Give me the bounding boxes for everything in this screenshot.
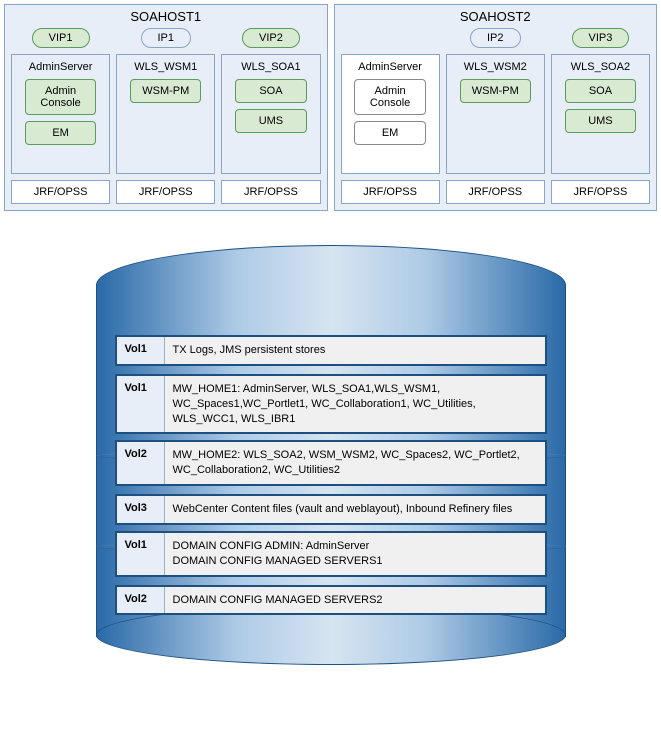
volume-content: TX Logs, JMS persistent stores [165,337,545,364]
jrf-opss-box: JRF/OPSS [116,180,215,204]
jrf-opss-box: JRF/OPSS [11,180,110,204]
server-box: WLS_SOA2 SOA UMS [551,54,650,174]
vip-pill: VIP2 [242,28,300,48]
vip-pill: VIP1 [32,28,90,48]
volume-content: MW_HOME2: WLS_SOA2, WSM_WSM2, WC_Spaces2… [165,442,545,484]
volume-content: DOMAIN CONFIG MANAGED SERVERS2 [165,587,545,614]
host-box: SOAHOST1 VIP1 AdminServer Admin Console EM JR… [4,4,328,211]
volume-label: Vol3 [117,496,165,523]
server-name: WLS_WSM2 [464,61,527,73]
jrf-opss-box: JRF/OPSS [551,180,650,204]
volume-label: Vol1 [117,337,165,364]
server-column: AdminServer Admin Console EM JRF/OPSS [341,28,440,204]
component-box: EM [354,121,425,145]
server-column: VIP3 WLS_SOA2 SOA UMS JRF/OPSS [551,28,650,204]
volume-label: Vol2 [117,587,165,614]
component-box: EM [25,121,96,145]
storage-cylinder: Vol1TX Logs, JMS persistent storesVol1MW… [96,245,566,665]
server-column: IP1 WLS_WSM1 WSM-PM JRF/OPSS [116,28,215,204]
server-name: AdminServer [29,61,93,73]
volume-label: Vol1 [117,533,165,575]
jrf-opss-box: JRF/OPSS [446,180,545,204]
server-name: WLS_SOA2 [571,61,630,73]
component-box: Admin Console [25,79,96,115]
server-box: AdminServer Admin Console EM [11,54,110,174]
server-box: WLS_WSM2 WSM-PM [446,54,545,174]
component-box: WSM-PM [130,79,201,103]
volume-row: Vol1TX Logs, JMS persistent stores [115,335,547,366]
host-title: SOAHOST1 [11,9,321,24]
server-column: IP2 WLS_WSM2 WSM-PM JRF/OPSS [446,28,545,204]
volume-content: DOMAIN CONFIG ADMIN: AdminServer DOMAIN … [165,533,545,575]
volume-label: Vol2 [117,442,165,484]
component-box: SOA [565,79,636,103]
volume-row: Vol3WebCenter Content files (vault and w… [115,494,547,525]
server-name: WLS_WSM1 [134,61,197,73]
volume-row: Vol2MW_HOME2: WLS_SOA2, WSM_WSM2, WC_Spa… [115,440,547,486]
volume-content: WebCenter Content files (vault and webla… [165,496,545,523]
server-box: AdminServer Admin Console EM [341,54,440,174]
component-box: UMS [235,109,306,133]
volume-row: Vol1MW_HOME1: AdminServer, WLS_SOA1,WLS_… [115,374,547,435]
server-box: WLS_SOA1 SOA UMS [221,54,320,174]
jrf-opss-box: JRF/OPSS [341,180,440,204]
volume-content: MW_HOME1: AdminServer, WLS_SOA1,WLS_WSM1… [165,376,545,433]
component-box: SOA [235,79,306,103]
volume-label: Vol1 [117,376,165,433]
component-box: WSM-PM [460,79,531,103]
server-name: AdminServer [358,61,422,73]
server-box: WLS_WSM1 WSM-PM [116,54,215,174]
vip-pill: VIP3 [572,28,630,48]
ip-pill: IP2 [470,28,521,48]
ip-pill: IP1 [141,28,192,48]
component-box: Admin Console [354,79,425,115]
host-title: SOAHOST2 [341,9,651,24]
volume-row: Vol2DOMAIN CONFIG MANAGED SERVERS2 [115,585,547,616]
volume-row: Vol1DOMAIN CONFIG ADMIN: AdminServer DOM… [115,531,547,577]
component-box: UMS [565,109,636,133]
host-box: SOAHOST2 AdminServer Admin Console EM JRF/OP… [334,4,658,211]
server-name: WLS_SOA1 [241,61,300,73]
server-column: VIP1 AdminServer Admin Console EM JRF/OPSS [11,28,110,204]
jrf-opss-box: JRF/OPSS [221,180,320,204]
server-column: VIP2 WLS_SOA1 SOA UMS JRF/OPSS [221,28,320,204]
